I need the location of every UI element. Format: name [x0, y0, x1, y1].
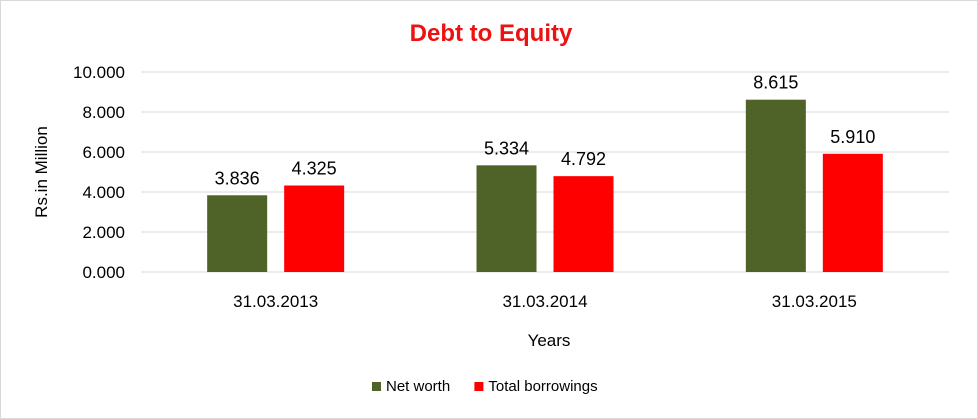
- legend-label: Net worth: [386, 378, 450, 395]
- gridlines: [141, 71, 949, 273]
- bar-net-worth: [207, 195, 268, 272]
- data-label: 4.325: [292, 159, 337, 179]
- bars: [207, 99, 883, 272]
- y-tick-label: 2.000: [82, 223, 125, 242]
- y-axis-ticks: 0.000 2.000 4.000 6.000 8.000 10.000: [73, 63, 125, 282]
- data-label: 5.334: [484, 138, 529, 158]
- legend-swatch: [372, 382, 381, 391]
- legend: Net worth Total borrowings: [372, 378, 598, 395]
- y-tick-label: 8.000: [82, 103, 125, 122]
- x-tick-label: 31.03.2015: [772, 292, 857, 311]
- y-tick-label: 0.000: [82, 263, 125, 282]
- data-label: 3.836: [215, 168, 260, 188]
- bar-total-borrowings: [553, 176, 614, 272]
- y-axis-title: Rs.in Million: [32, 126, 51, 218]
- y-tick-label: 10.000: [73, 63, 125, 82]
- data-label: 8.615: [753, 73, 798, 93]
- y-tick-label: 6.000: [82, 143, 125, 162]
- bar-net-worth: [476, 165, 537, 272]
- x-tick-label: 31.03.2014: [502, 292, 587, 311]
- bar-total-borrowings: [284, 185, 345, 272]
- bar-total-borrowings: [822, 153, 883, 272]
- x-axis-title: Years: [528, 331, 571, 350]
- x-axis-ticks: 31.03.2013 31.03.2014 31.03.2015: [233, 292, 857, 311]
- y-tick-label: 4.000: [82, 183, 125, 202]
- bar-net-worth: [745, 99, 806, 272]
- x-tick-label: 31.03.2013: [233, 292, 318, 311]
- data-label: 5.910: [830, 127, 875, 147]
- data-label: 4.792: [561, 149, 606, 169]
- data-labels: 3.836 4.325 5.334 4.792 8.615 5.910: [215, 73, 876, 189]
- legend-label: Total borrowings: [488, 378, 597, 395]
- legend-swatch: [474, 382, 484, 391]
- chart-title: Debt to Equity: [410, 20, 573, 47]
